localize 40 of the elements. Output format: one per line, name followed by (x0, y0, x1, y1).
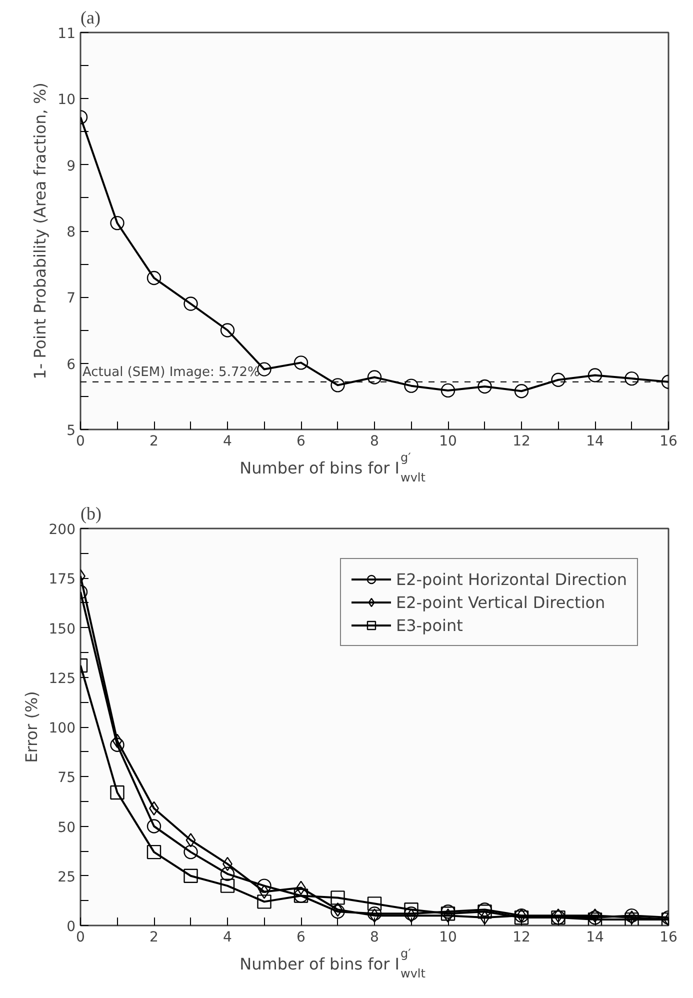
y-tick-label: 150 (48, 621, 76, 638)
y-tick-label: 10 (58, 92, 76, 108)
y-tick-label: 25 (58, 869, 76, 886)
y-tick-label: 5 (66, 423, 76, 439)
x-tick-label: 10 (439, 930, 457, 946)
y-tick-label: 8 (66, 224, 76, 240)
x-tick-label: 6 (296, 434, 306, 450)
y-tick-label: 200 (48, 522, 76, 538)
y-tick-label: 0 (66, 919, 76, 935)
y-axis-title: Error (%) (22, 691, 41, 763)
y-tick-label: 175 (48, 572, 76, 588)
legend-label: E2-point Horizontal Direction (396, 570, 627, 588)
x-tick-label: 12 (512, 930, 530, 946)
y-tick-label: 100 (48, 720, 76, 736)
x-tick-label: 2 (150, 434, 158, 450)
y-tick-label: 125 (48, 670, 76, 687)
x-tick-label: 10 (439, 434, 457, 450)
y-tick-label: 50 (58, 820, 76, 836)
legend-label: E3-point (396, 616, 463, 634)
x-tick-label: 8 (370, 930, 379, 946)
y-tick-label: 75 (58, 770, 76, 786)
y-tick-label: 7 (66, 290, 76, 307)
y-tick-label: 11 (58, 26, 76, 42)
legend-label: E2-point Vertical Direction (396, 592, 606, 612)
y-tick-label: 9 (66, 158, 76, 174)
ref-line-label: Actual (SEM) Image: 5.72% (82, 364, 260, 380)
x-tick-label: 16 (660, 434, 678, 450)
x-tick-label: 8 (370, 434, 379, 450)
y-axis-title: 1- Point Probability (Area fraction, %) (30, 82, 50, 380)
y-tick-label: 6 (66, 356, 76, 373)
x-tick-label: 6 (296, 930, 306, 946)
chart-title: (b) (80, 504, 102, 524)
x-tick-label: 2 (150, 930, 158, 946)
x-tick-label: 4 (223, 930, 232, 946)
x-tick-label: 4 (223, 434, 232, 450)
x-tick-label: 14 (586, 930, 604, 946)
x-tick-label: 14 (586, 434, 604, 450)
x-tick-label: 12 (512, 434, 530, 450)
x-tick-label: 16 (660, 930, 678, 946)
chart-title: (a) (80, 8, 100, 28)
